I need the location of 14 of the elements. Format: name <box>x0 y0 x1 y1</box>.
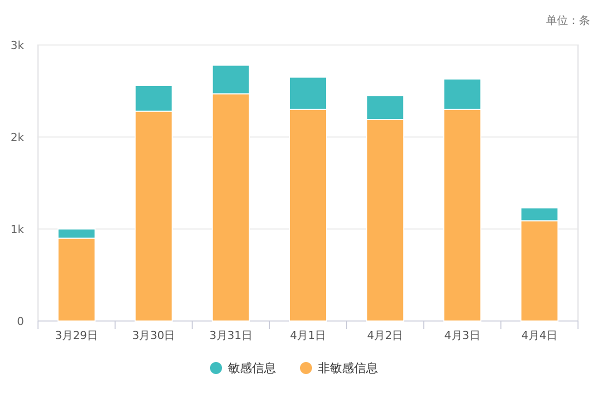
y-tick-label: 3k <box>10 39 25 52</box>
x-tick-label: 4月3日 <box>444 329 480 342</box>
legend-label: 非敏感信息 <box>318 361 378 375</box>
text: 单位：条 <box>546 14 590 27</box>
x-tick-label: 3月29日 <box>55 329 98 342</box>
y-tick-label: 2k <box>10 131 25 144</box>
x-tick-label: 4月4日 <box>521 329 558 342</box>
x-tick-label: 4月1日 <box>290 329 326 342</box>
y-tick-label: 1k <box>10 223 25 236</box>
legend-label: 敏感信息 <box>228 361 276 375</box>
x-tick-label: 3月30日 <box>132 329 176 342</box>
x-tick-label: 4月2日 <box>367 329 404 342</box>
y-tick-label: 0 <box>17 315 24 328</box>
x-tick-label: 3月31日 <box>209 329 252 342</box>
